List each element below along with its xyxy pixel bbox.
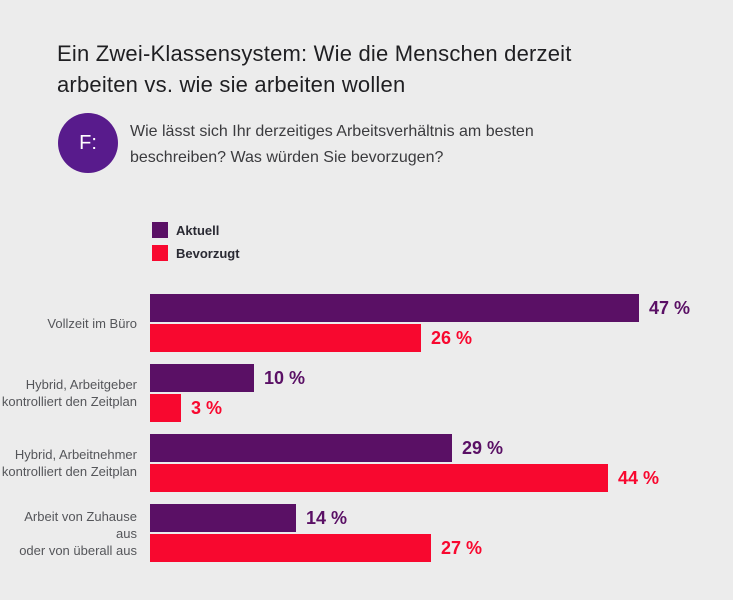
bar-bevorzugt (150, 464, 608, 492)
category-label: Hybrid, Arbeitnehmer kontrolliert den Ze… (1, 447, 137, 479)
legend-item: Bevorzugt (152, 245, 240, 261)
bar-pair: 10 % 3 % (150, 364, 305, 422)
bar-aktuell (150, 294, 639, 322)
bar-row: 26 % (150, 324, 690, 352)
bar-row: 3 % (150, 394, 305, 422)
question-badge: F: (58, 113, 118, 173)
legend-swatch-icon (152, 222, 168, 238)
bar-value-label: 14 % (306, 507, 348, 528)
chart: Vollzeit im Büro 47 % 26 % Hybrid, Arbeitge… (0, 294, 733, 574)
chart-group: Hybrid, Arbeitgeber kontrolliert den Zei… (0, 364, 733, 422)
bar-row: 44 % (150, 464, 659, 492)
bar-row: 47 % (150, 294, 690, 322)
bar-row: 14 % (150, 504, 482, 532)
bar-pair: 14 % 27 % (150, 504, 482, 562)
legend-label: Aktuell (176, 222, 220, 238)
chart-legend: Aktuell Bevorzugt (152, 222, 240, 268)
chart-group: Arbeit von Zuhause aus oder von überall … (0, 504, 733, 562)
bar-row: 27 % (150, 534, 482, 562)
bar-bevorzugt (150, 534, 431, 562)
bar-aktuell (150, 434, 452, 462)
bar-pair: 47 % 26 % (150, 294, 690, 352)
chart-group: Vollzeit im Büro 47 % 26 % (0, 294, 733, 352)
category-label: Vollzeit im Büro (47, 315, 137, 331)
legend-label: Bevorzugt (176, 245, 240, 261)
category-label: Hybrid, Arbeitgeber kontrolliert den Zei… (1, 377, 137, 409)
bar-aktuell (150, 364, 254, 392)
legend-item: Aktuell (152, 222, 240, 238)
legend-swatch-icon (152, 245, 168, 261)
bar-bevorzugt (150, 394, 181, 422)
question-block: F: Wie lässt sich Ihr derzeitiges Arbeit… (58, 113, 534, 173)
bar-value-label: 44 % (618, 467, 660, 488)
page-title: Ein Zwei-Klassensystem: Wie die Menschen… (57, 41, 572, 97)
bar-row: 29 % (150, 434, 659, 462)
bar-value-label: 3 % (191, 397, 223, 418)
bar-bevorzugt (150, 324, 421, 352)
bar-pair: 29 % 44 % (150, 434, 659, 492)
bar-value-label: 26 % (431, 327, 473, 348)
chart-group: Hybrid, Arbeitnehmer kontrolliert den Ze… (0, 434, 733, 492)
question-text: Wie lässt sich Ihr derzeitiges Arbeitsve… (130, 123, 534, 166)
bar-aktuell (150, 504, 296, 532)
bar-value-label: 27 % (441, 537, 483, 558)
bar-row: 10 % (150, 364, 305, 392)
bar-value-label: 10 % (264, 367, 306, 388)
bar-value-label: 29 % (462, 437, 504, 458)
category-label: Arbeit von Zuhause aus oder von überall … (19, 508, 137, 558)
bar-value-label: 47 % (649, 297, 691, 318)
